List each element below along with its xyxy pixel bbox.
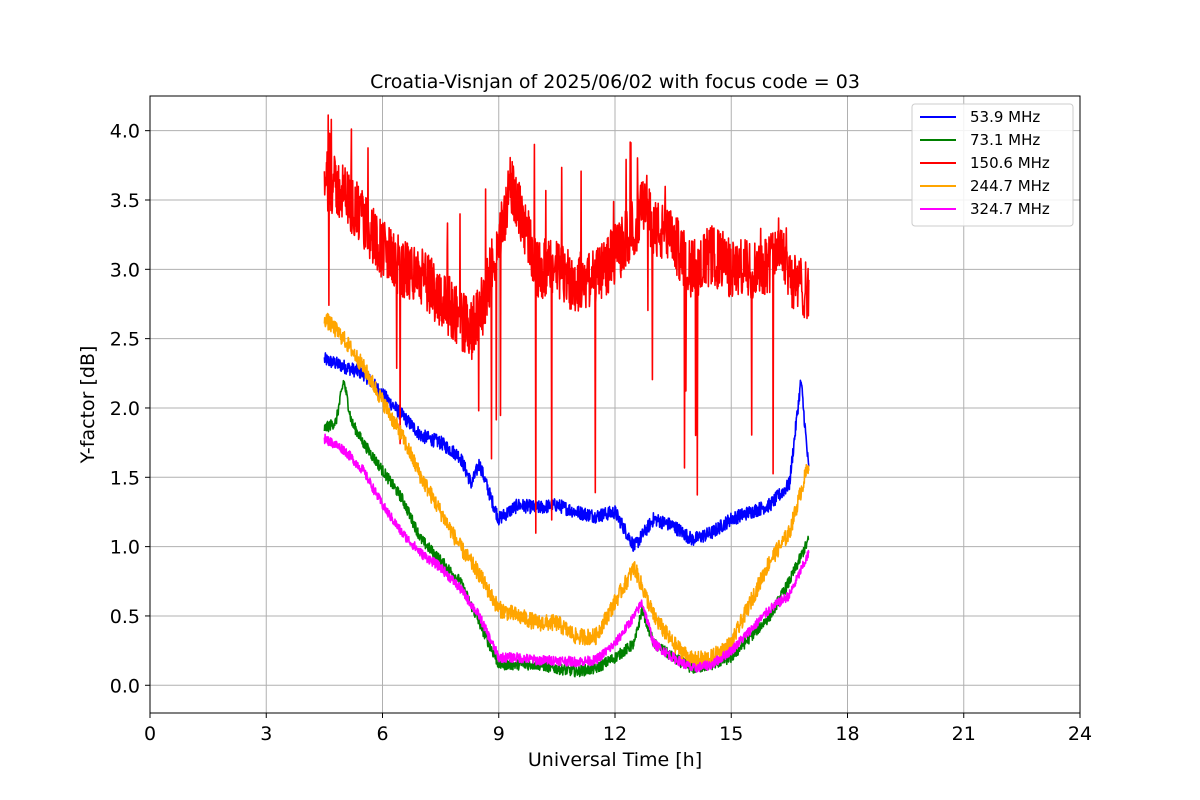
y-tick-label: 1.5 (110, 467, 140, 489)
series-line (323, 352, 810, 552)
x-tick-label: 15 (719, 723, 743, 745)
legend: 53.9 MHz 73.1 MHz 150.6 MHz 244.7 MHz 324.7 … (911, 103, 1074, 227)
y-tick-label: 0.0 (110, 675, 140, 697)
x-tick-label: 0 (144, 723, 156, 745)
y-tick-label: 2.0 (110, 398, 140, 420)
series-line (323, 312, 810, 668)
x-tick-label: 21 (952, 723, 976, 745)
x-tick-label: 12 (603, 723, 627, 745)
x-tick-label: 24 (1068, 723, 1092, 745)
x-axis-label: Universal Time [h] (528, 749, 702, 771)
legend-label: 244.7 MHz (970, 177, 1050, 195)
y-tick-label: 2.5 (110, 329, 140, 351)
legend-label: 324.7 MHz (970, 200, 1050, 218)
legend-label: 53.9 MHz (970, 108, 1040, 126)
y-tick-label: 0.5 (110, 606, 140, 628)
series-line (323, 114, 810, 534)
chart-title: Croatia-Visnjan of 2025/06/02 with focus… (370, 71, 860, 93)
legend-label: 73.1 MHz (970, 131, 1040, 149)
y-tick-label: 4.0 (110, 121, 140, 143)
y-tick-label: 3.0 (110, 259, 140, 281)
series-layer (323, 114, 810, 678)
legend-box (911, 103, 1074, 227)
x-axis-ticks: 0 3 6 9 12 15 18 21 24 (144, 713, 1092, 745)
y-axis-label: Y-factor [dB] (77, 346, 99, 465)
series-line (323, 433, 810, 673)
legend-label: 150.6 MHz (970, 154, 1050, 172)
y-tick-label: 1.0 (110, 537, 140, 559)
x-tick-label: 18 (835, 723, 859, 745)
y-axis-ticks: 0.0 0.5 1.0 1.5 2.0 2.5 3.0 3.5 4.0 (110, 121, 150, 697)
x-tick-label: 9 (493, 723, 505, 745)
x-tick-label: 6 (376, 723, 388, 745)
y-tick-label: 3.5 (110, 190, 140, 212)
x-tick-label: 3 (260, 723, 272, 745)
